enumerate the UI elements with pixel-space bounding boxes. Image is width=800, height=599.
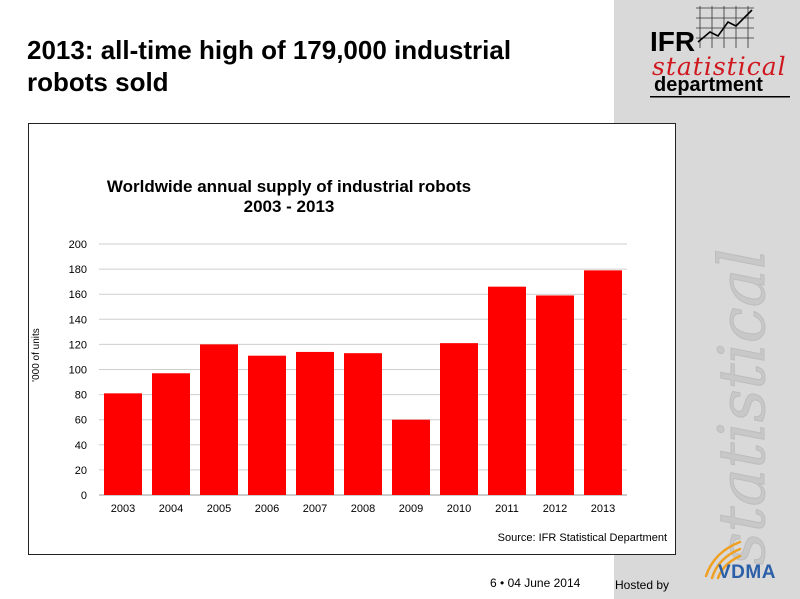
x-tick-label: 2010 [447, 503, 471, 515]
bar [392, 419, 430, 495]
chart-frame: Worldwide annual supply of industrial ro… [28, 123, 676, 555]
y-tick-label: 80 [75, 390, 87, 402]
hosted-by-label: Hosted by [615, 578, 670, 592]
footer-bullet: • [500, 576, 505, 590]
logo-grid-icon [696, 6, 754, 48]
y-tick-label: 180 [69, 264, 87, 276]
chart-title-line2: 2003 - 2013 [243, 197, 335, 216]
y-tick-label: 140 [69, 314, 87, 326]
logo-ifr: IFR [650, 26, 696, 57]
x-tick-label: 2011 [495, 503, 519, 515]
chart-source: Source: IFR Statistical Department [497, 532, 667, 544]
y-tick-label: 200 [69, 239, 87, 251]
x-tick-label: 2006 [255, 503, 279, 515]
logo-underline [650, 96, 790, 98]
bar [344, 353, 382, 495]
page-number: 6 [490, 576, 497, 590]
bar [536, 295, 574, 495]
vdma-text: VDMA [718, 562, 776, 583]
bar [248, 355, 286, 495]
x-tick-label: 2008 [351, 503, 375, 515]
ifr-logo: IFR statistical department [650, 6, 790, 98]
y-tick-label: 0 [81, 490, 87, 502]
x-tick-label: 2003 [111, 503, 135, 515]
x-tick-label: 2007 [303, 503, 327, 515]
vdma-logo: VDMA [698, 536, 788, 596]
x-tick-label: 2012 [543, 503, 567, 515]
y-tick-label: 100 [69, 365, 87, 377]
watermark-text: statistical [706, 249, 780, 565]
x-tick-label: 2009 [399, 503, 423, 515]
bar [488, 286, 526, 495]
vdma-arcs-icon [704, 540, 742, 580]
bar [152, 373, 190, 495]
y-tick-label: 40 [75, 440, 87, 452]
footer-page-date: 6 • 04 June 2014 [490, 576, 580, 590]
y-tick-label: 60 [75, 415, 87, 427]
y-tick-label: 160 [69, 289, 87, 301]
chart-title-line1: Worldwide annual supply of industrial ro… [106, 177, 472, 196]
bar [440, 343, 478, 495]
logo-statistical: statistical [652, 52, 787, 81]
page-title-line1: 2013: all-time high of 179,000 industria… [27, 35, 512, 65]
bar [200, 344, 238, 495]
x-tick-label: 2005 [207, 503, 231, 515]
y-tick-label: 20 [75, 465, 87, 477]
x-tick-label: 2013 [591, 503, 615, 515]
page-title: 2013: all-time high of 179,000 industria… [27, 34, 587, 98]
y-tick-label: 120 [69, 339, 87, 351]
bar-chart-plot: 0 20 40 60 80 100 120 140 160 180 200 2003 2004 2005 2… [69, 239, 627, 515]
bar [584, 270, 622, 495]
logo-department: department [654, 74, 763, 96]
footer-date: 04 June 2014 [507, 576, 581, 590]
bar [296, 351, 334, 495]
x-tick-label: 2004 [159, 503, 183, 515]
page-title-line2: robots sold [27, 67, 169, 97]
chart-title: Worldwide annual supply of industrial ro… [29, 177, 549, 217]
statistical-watermark: statistical [706, 248, 781, 565]
bar [104, 393, 142, 495]
